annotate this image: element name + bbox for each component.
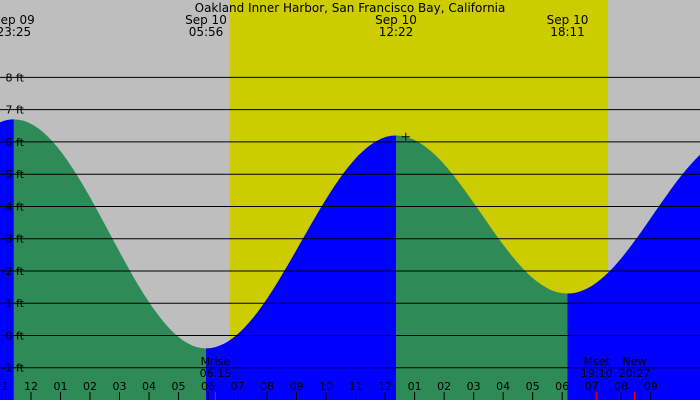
x-tick-label: 12: [24, 380, 38, 393]
y-tick-label: 4 ft: [6, 200, 25, 213]
moon-event-name: Mrise: [201, 355, 231, 368]
x-tick-label: 05: [526, 380, 540, 393]
x-tick-label: 08: [614, 380, 628, 393]
x-tick-label: 02: [437, 380, 451, 393]
x-tick-label: 09: [644, 380, 658, 393]
x-tick-label: 06: [201, 380, 215, 393]
x-tick-label: 07: [585, 380, 599, 393]
tide-extreme-time: 05:56: [189, 25, 224, 39]
x-tick-label: 09: [290, 380, 304, 393]
rising-tide-area: [567, 154, 700, 400]
y-tick-label: 6 ft: [6, 136, 25, 149]
x-tick-label: 01: [408, 380, 422, 393]
y-tick-label: 0 ft: [6, 329, 25, 342]
tide-extreme-time: 23:25: [0, 25, 31, 39]
falling-tide-area: [13, 119, 206, 400]
y-tick-label: 1 ft: [6, 297, 25, 310]
falling-tide-area: [396, 135, 568, 400]
x-tick-label: 11: [349, 380, 363, 393]
tide-extreme-date: Sep 10: [375, 13, 417, 27]
moon-event-name: New: [622, 355, 646, 368]
x-tick-group: 11 12 01 02 03 04 05 06 07 08 09 10 11 12 01 02 03 04 05 06…: [0, 380, 658, 400]
y-tick-label: 3 ft: [6, 233, 25, 246]
tide-extreme-date: Sep 10: [185, 13, 227, 27]
x-tick-label: 01: [53, 380, 67, 393]
current-time-marker: [401, 132, 410, 141]
moon-event-time: 06:15: [200, 367, 232, 380]
x-tick-label: 08: [260, 380, 274, 393]
x-tick-label: 07: [231, 380, 245, 393]
x-tick-label: 05: [172, 380, 186, 393]
moon-event-time: 20:27: [619, 367, 651, 380]
x-tick-label: 03: [113, 380, 127, 393]
chart-title: Oakland Inner Harbor, San Francisco Bay,…: [195, 1, 506, 15]
x-tick-label: 06: [555, 380, 569, 393]
y-tick-label: -1 ft: [2, 362, 25, 375]
y-tick-label: 2 ft: [6, 265, 25, 278]
tide-extreme-date: Sep 10: [547, 13, 589, 27]
moon-event-time: 19:10: [581, 367, 613, 380]
x-tick-label: 04: [142, 380, 156, 393]
x-tick-label: 11: [0, 380, 8, 393]
y-tick-label: 5 ft: [6, 168, 25, 181]
tide-extreme-time: 12:22: [379, 25, 414, 39]
tide-extreme-date: Sep 09: [0, 13, 35, 27]
x-tick-label: 02: [83, 380, 97, 393]
gridlines: [0, 76, 700, 369]
x-tick-label: 03: [467, 380, 481, 393]
y-tick-labels: 8 ft 7 ft 6 ft 5 ft 4 ft 3 ft 2 ft 1 ft 0 ft -1 f…: [2, 71, 25, 374]
y-tick-label: 8 ft: [6, 71, 25, 84]
y-tick-label: 7 ft: [6, 104, 25, 117]
x-tick-label: 04: [496, 380, 510, 393]
tide-area-group: [0, 119, 700, 400]
x-tick-label: 12: [378, 380, 392, 393]
rising-tide-area: [0, 119, 14, 400]
moon-event-name: Mset: [584, 355, 611, 368]
x-tick-label: 10: [319, 380, 333, 393]
tide-extreme-time: 18:11: [550, 25, 585, 39]
rising-tide-area: [206, 135, 396, 400]
